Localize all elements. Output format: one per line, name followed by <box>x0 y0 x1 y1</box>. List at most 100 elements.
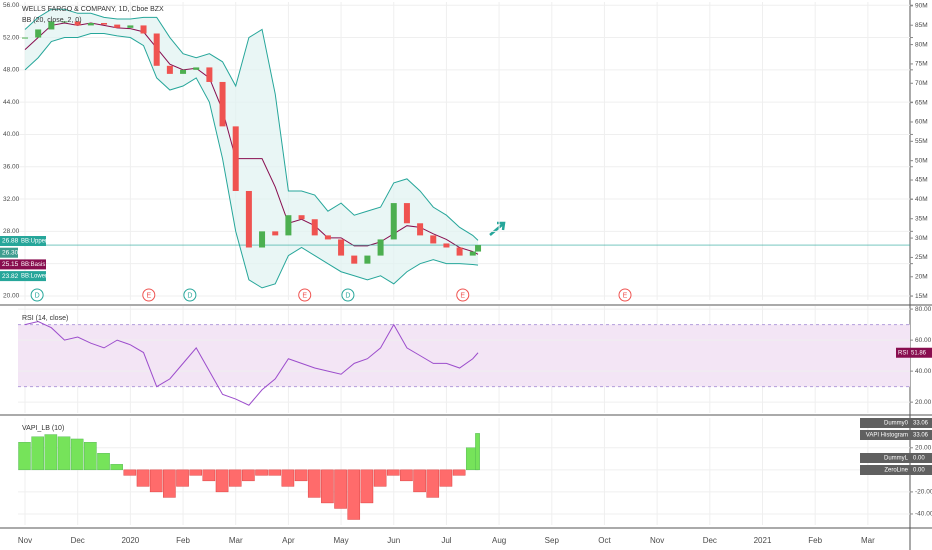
histogram-bar <box>347 469 361 520</box>
bb-line <box>24 22 479 255</box>
candle <box>351 255 358 264</box>
candle <box>206 67 213 82</box>
candle <box>298 215 305 220</box>
histogram-bar <box>57 436 71 471</box>
candle <box>245 190 252 248</box>
x-tick-label: Jul <box>441 536 451 545</box>
rsi-tag-value: 51.86 <box>911 350 927 356</box>
y-tick-label: 60M <box>915 119 928 126</box>
y-tick-label: 90M <box>915 3 928 10</box>
x-tick-label: 2020 <box>121 536 139 545</box>
candle <box>180 69 187 74</box>
y-tick-label: 70M <box>915 80 928 87</box>
histogram-bar <box>31 436 44 471</box>
histogram-bar <box>255 469 268 476</box>
histogram-bar <box>18 442 31 471</box>
value-tag-value: 26.30 <box>2 249 19 256</box>
candle <box>219 81 226 127</box>
x-tick-label: Oct <box>598 536 611 545</box>
value-tag-name: BB:Upper <box>21 239 47 245</box>
candle <box>153 33 160 66</box>
event-label: D <box>187 292 192 299</box>
y-tick-label: -40.00 <box>915 511 932 518</box>
y-tick-label: 48.00 <box>3 67 20 74</box>
y-tick-label: 15M <box>915 293 928 300</box>
histogram-bar <box>110 464 123 471</box>
event-label: E <box>460 292 465 299</box>
event-marker <box>341 288 355 302</box>
x-tick-label: Sep <box>545 536 560 545</box>
histogram-bar <box>281 469 295 487</box>
rsi-band <box>18 324 910 387</box>
candle <box>127 25 134 28</box>
histogram-bar <box>439 469 453 487</box>
indicator-tag-value: 0.00 <box>913 468 925 474</box>
x-tick-label: Jun <box>387 536 400 545</box>
histogram-bar <box>452 469 466 476</box>
x-tick-label: Dec <box>71 536 85 545</box>
y-tick-label: 80.00 <box>915 306 932 313</box>
value-tag <box>0 271 46 282</box>
histogram-bar <box>294 469 308 482</box>
histogram-bar <box>189 469 202 476</box>
y-tick-label: 25M <box>915 254 928 261</box>
histogram-bar <box>202 469 216 482</box>
histogram-bar <box>84 442 97 471</box>
x-tick-label: Feb <box>176 536 190 545</box>
histogram-bar <box>400 469 413 482</box>
histogram-bar <box>360 469 374 504</box>
histogram-bar <box>176 469 189 487</box>
histogram-bar <box>163 469 176 498</box>
event-marker <box>618 288 632 302</box>
candle <box>324 235 331 240</box>
candle <box>61 21 68 23</box>
histogram-bar <box>475 433 480 471</box>
indicator-tag-value: 33.06 <box>913 433 929 439</box>
y-tick-label: 85M <box>915 22 928 29</box>
candle <box>259 231 266 248</box>
y-tick-label: 36.00 <box>3 163 20 170</box>
candle <box>403 203 410 224</box>
chart-subtitle: BB (20, close, 2, 0) <box>22 17 82 24</box>
y-tick-label: 60.00 <box>915 337 932 344</box>
chart-title: WELLS FARGO & COMPANY, 1D, Cboe BZX <box>22 6 164 13</box>
candle <box>417 223 424 236</box>
event-marker <box>142 288 156 302</box>
histogram-bar <box>123 469 137 476</box>
y-tick-label: 52.00 <box>3 34 20 41</box>
indicator-tag-name: Dummy0 <box>884 421 909 427</box>
candle <box>469 251 476 256</box>
candle <box>430 235 437 244</box>
y-tick-label: 50M <box>915 157 928 164</box>
y-tick-label: 56.00 <box>3 2 20 9</box>
indicator-tag-name: ZeroLine <box>884 468 908 474</box>
histogram-bar <box>44 434 58 471</box>
candle <box>272 231 279 236</box>
indicator-tag <box>860 418 932 428</box>
y-tick-label: 28.00 <box>3 228 20 235</box>
x-tick-label: Apr <box>282 536 295 545</box>
y-tick-label: 40.00 <box>915 368 932 375</box>
candle <box>35 29 42 38</box>
candle <box>443 243 450 248</box>
x-tick-label: Aug <box>492 536 506 545</box>
y-tick-label: 80M <box>915 41 928 48</box>
event-marker <box>298 288 312 302</box>
event-marker <box>183 288 197 302</box>
event-label: E <box>146 292 151 299</box>
pane-title: VAPI_LB (10) <box>22 425 64 432</box>
bb-line <box>24 8 479 241</box>
histogram-bar <box>136 469 150 487</box>
value-tag <box>0 236 46 246</box>
candle <box>232 126 239 191</box>
x-tick-label: May <box>334 536 349 545</box>
y-tick-label: 20.00 <box>915 445 932 452</box>
candle <box>390 203 397 240</box>
value-tag-value: 23.82 <box>2 273 19 280</box>
value-tag <box>0 259 46 270</box>
event-label: D <box>35 292 40 299</box>
y-tick-label: 32.00 <box>3 196 20 203</box>
rsi-line <box>24 320 479 406</box>
candle <box>364 255 371 264</box>
histogram-bar <box>373 469 387 487</box>
